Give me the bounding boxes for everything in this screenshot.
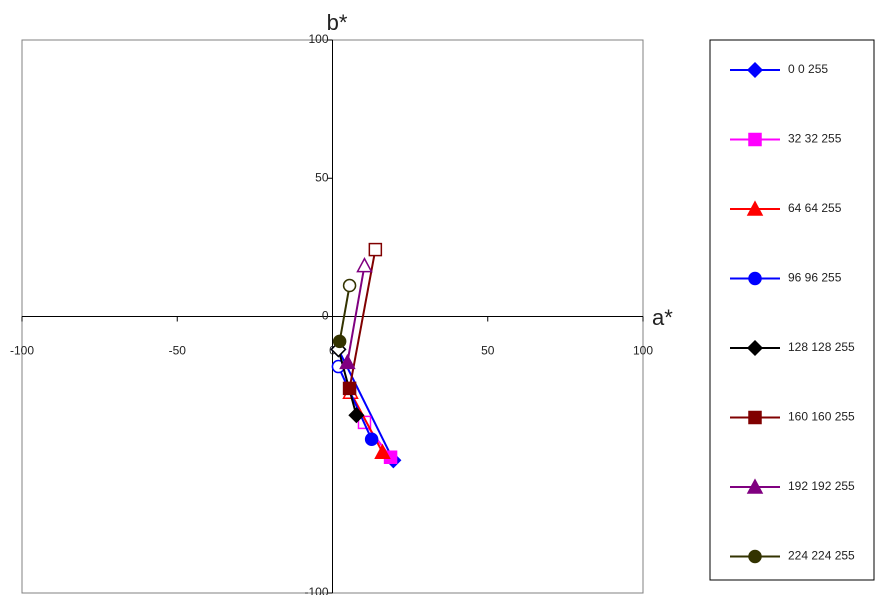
marker (374, 443, 391, 460)
legend-label: 96 96 255 (788, 271, 842, 285)
legend-label: 160 160 255 (788, 410, 855, 424)
legend-marker (746, 61, 764, 79)
legend-marker (746, 339, 764, 357)
x-tick-label: 50 (481, 344, 495, 358)
x-tick-label: -50 (169, 344, 187, 358)
marker (364, 432, 379, 447)
y-tick-label: 50 (315, 170, 329, 184)
legend-marker (748, 271, 762, 286)
series-line (346, 265, 366, 363)
marker (348, 407, 365, 424)
marker (342, 381, 357, 396)
x-axis-title: a* (652, 305, 673, 330)
series-line (338, 285, 351, 342)
legend-box (709, 39, 875, 581)
legend-marker (748, 410, 762, 425)
x-tick-label: 100 (633, 344, 653, 358)
legend-label: 0 0 255 (788, 62, 828, 76)
legend-label: 64 64 255 (788, 201, 842, 215)
marker (368, 242, 383, 257)
y-tick-label: -100 (304, 585, 328, 595)
legend-marker (748, 549, 762, 564)
series-line (348, 249, 377, 389)
marker (342, 278, 357, 293)
y-axis-title: b* (327, 10, 348, 35)
legend-label: 128 128 255 (788, 340, 855, 354)
marker (356, 257, 373, 273)
marker (332, 334, 347, 349)
legend-label: 192 192 255 (788, 479, 855, 493)
legend-label: 224 224 255 (788, 549, 855, 563)
marker (339, 353, 356, 370)
legend-label: 32 32 255 (788, 132, 842, 146)
legend-marker (748, 132, 762, 147)
legend-marker (746, 478, 764, 494)
y-tick-label: 100 (308, 32, 328, 46)
legend-marker (746, 200, 764, 216)
x-tick-label: -100 (10, 344, 34, 358)
y-tick-label: 0 (322, 309, 329, 323)
series-line (337, 366, 373, 440)
